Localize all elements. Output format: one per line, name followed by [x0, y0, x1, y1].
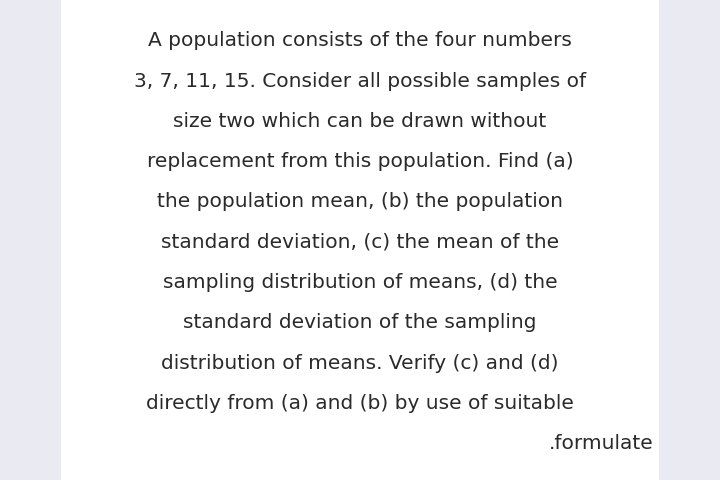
Text: replacement from this population. Find (a): replacement from this population. Find (… [147, 152, 573, 171]
Text: standard deviation of the sampling: standard deviation of the sampling [184, 313, 536, 333]
Text: distribution of means. Verify (c) and (d): distribution of means. Verify (c) and (d… [161, 354, 559, 373]
Text: directly from (a) and (b) by use of suitable: directly from (a) and (b) by use of suit… [146, 394, 574, 413]
Text: .formulate: .formulate [549, 434, 654, 454]
Text: the population mean, (b) the population: the population mean, (b) the population [157, 192, 563, 212]
Text: A population consists of the four numbers: A population consists of the four number… [148, 31, 572, 50]
Text: sampling distribution of means, (d) the: sampling distribution of means, (d) the [163, 273, 557, 292]
Text: standard deviation, (c) the mean of the: standard deviation, (c) the mean of the [161, 233, 559, 252]
Text: size two which can be drawn without: size two which can be drawn without [174, 112, 546, 131]
Text: 3, 7, 11, 15. Consider all possible samples of: 3, 7, 11, 15. Consider all possible samp… [134, 72, 586, 91]
